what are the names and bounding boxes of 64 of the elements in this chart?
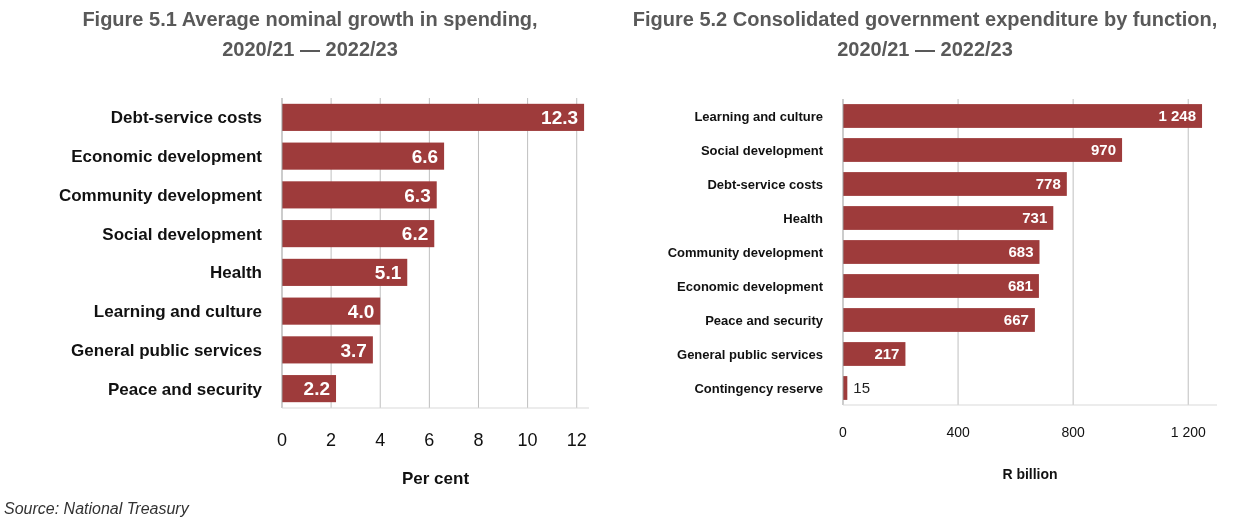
y-tick-label: Health: [210, 263, 262, 283]
bar: [843, 172, 1067, 196]
y-tick-label: Health: [783, 210, 824, 226]
data-label: 778: [1035, 175, 1061, 193]
bar: [282, 142, 445, 170]
data-label: 731: [1022, 209, 1048, 227]
y-tick-label: Social development: [102, 224, 263, 244]
y-tick-label: Community development: [667, 244, 824, 260]
bar: [282, 103, 585, 131]
data-label: 1 248: [1158, 107, 1197, 125]
x-tick-label: 12: [566, 430, 587, 450]
data-label: 667: [1003, 311, 1029, 329]
y-tick-label: Economic development: [677, 278, 824, 294]
x-tick-label: 0: [839, 424, 848, 440]
data-label: 970: [1091, 141, 1117, 159]
data-label: 683: [1008, 243, 1034, 261]
y-tick-label: Economic development: [71, 147, 263, 167]
x-axis-title: R billion: [1002, 466, 1058, 482]
source-note: Source: National Treasury: [4, 500, 190, 517]
x-tick-label: 10: [517, 430, 538, 450]
data-label: 6.2: [401, 223, 429, 245]
x-tick-label: 8: [473, 430, 484, 450]
x-tick-label: 6: [424, 430, 435, 450]
data-label: 12.3: [541, 107, 579, 129]
x-tick-label: 4: [375, 430, 386, 450]
chart-title: Figure 5.2 Consolidated government expenditure by function, 2020/21 — 2022/23: [632, 8, 1218, 60]
y-tick-label: Debt-service costs: [110, 108, 262, 128]
y-tick-label: General public services: [677, 346, 823, 362]
bar: [843, 138, 1123, 162]
bar: [282, 336, 373, 364]
data-label: 6.3: [404, 184, 431, 206]
bar: [843, 308, 1035, 332]
data-label: 5.1: [374, 262, 402, 284]
data-label: 6.6: [411, 145, 439, 167]
bar: [843, 240, 1040, 264]
bar: [282, 297, 381, 325]
x-tick-label: 2: [326, 430, 337, 450]
bar: [282, 181, 437, 209]
bar: [282, 258, 408, 286]
data-label: 15: [853, 379, 870, 397]
data-label: 3.7: [340, 339, 367, 361]
bar: [843, 206, 1054, 230]
bar: [843, 104, 1203, 128]
chart-title: Figure 5.1 Average nominal growth in spending, 2020/21 — 2022/23: [82, 8, 538, 60]
data-label: 681: [1007, 277, 1033, 295]
y-tick-label: Peace and security: [705, 312, 824, 328]
data-label: 217: [874, 345, 900, 363]
y-tick-label: Debt-service costs: [707, 176, 823, 192]
y-tick-label: Peace and security: [107, 379, 263, 399]
y-tick-label: General public services: [71, 340, 262, 360]
x-tick-label: 0: [276, 430, 288, 450]
bar: [843, 274, 1039, 298]
x-tick-label: 800: [1061, 424, 1086, 440]
data-label: 2.2: [303, 378, 331, 400]
x-tick-label: 1 200: [1170, 424, 1206, 440]
y-tick-label: Social development: [700, 142, 824, 158]
x-tick-label: 400: [946, 424, 970, 440]
x-axis-title: Per cent: [401, 469, 470, 488]
bar: [282, 220, 435, 248]
y-tick-label: Community development: [58, 185, 263, 205]
y-tick-label: Contingency reserve: [694, 380, 823, 396]
y-tick-label: Learning and culture: [93, 302, 262, 322]
data-label: 4.0: [347, 300, 375, 322]
y-tick-label: Learning and culture: [694, 108, 823, 124]
